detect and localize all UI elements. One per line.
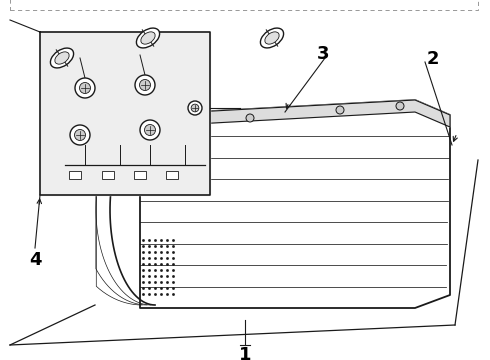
Circle shape xyxy=(140,80,150,90)
Ellipse shape xyxy=(50,48,74,68)
Text: 4: 4 xyxy=(29,251,41,269)
Polygon shape xyxy=(40,32,210,195)
Text: 3: 3 xyxy=(317,45,329,63)
Circle shape xyxy=(75,78,95,98)
Polygon shape xyxy=(140,100,450,308)
Circle shape xyxy=(191,104,199,112)
Text: 1: 1 xyxy=(239,346,251,360)
Bar xyxy=(134,171,146,179)
Ellipse shape xyxy=(55,52,69,64)
Circle shape xyxy=(188,101,202,115)
Circle shape xyxy=(246,114,254,122)
Bar xyxy=(69,171,81,179)
Ellipse shape xyxy=(136,28,160,48)
Circle shape xyxy=(79,82,91,94)
Ellipse shape xyxy=(260,28,284,48)
Circle shape xyxy=(336,106,344,114)
Circle shape xyxy=(145,125,155,135)
Circle shape xyxy=(140,120,160,140)
Text: 2: 2 xyxy=(427,50,439,68)
Ellipse shape xyxy=(141,32,155,44)
Bar xyxy=(102,171,114,179)
Circle shape xyxy=(396,102,404,110)
Circle shape xyxy=(135,75,155,95)
Bar xyxy=(10,0,478,10)
Circle shape xyxy=(74,130,85,140)
Circle shape xyxy=(70,125,90,145)
Polygon shape xyxy=(140,100,450,127)
Bar xyxy=(166,171,178,179)
Ellipse shape xyxy=(265,32,279,44)
